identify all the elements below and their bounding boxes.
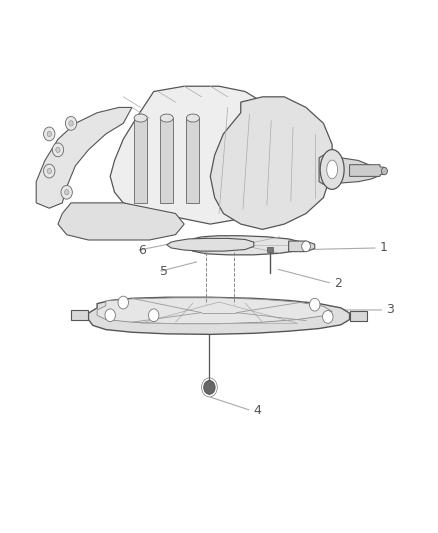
Text: 4: 4 — [254, 404, 261, 417]
Circle shape — [69, 120, 73, 126]
Text: 6: 6 — [138, 244, 146, 257]
Polygon shape — [267, 247, 273, 252]
Polygon shape — [160, 118, 173, 203]
Polygon shape — [134, 118, 147, 203]
Circle shape — [61, 185, 72, 199]
Text: 1: 1 — [380, 241, 388, 254]
Polygon shape — [210, 97, 332, 229]
Circle shape — [44, 164, 55, 178]
Circle shape — [105, 309, 116, 321]
Circle shape — [204, 381, 215, 394]
Circle shape — [148, 309, 159, 321]
Circle shape — [47, 168, 51, 174]
Polygon shape — [350, 165, 385, 176]
Ellipse shape — [186, 114, 199, 122]
Ellipse shape — [134, 114, 147, 122]
Circle shape — [302, 241, 311, 252]
Circle shape — [64, 190, 69, 195]
Text: 3: 3 — [387, 303, 395, 317]
Circle shape — [322, 311, 333, 323]
Polygon shape — [350, 311, 367, 320]
Circle shape — [44, 127, 55, 141]
Polygon shape — [36, 108, 132, 208]
Circle shape — [52, 143, 64, 157]
Ellipse shape — [327, 160, 338, 179]
Circle shape — [47, 131, 51, 136]
Polygon shape — [186, 118, 199, 203]
Circle shape — [56, 147, 60, 152]
Circle shape — [381, 167, 388, 175]
Text: 5: 5 — [160, 265, 168, 278]
Circle shape — [118, 296, 128, 309]
Circle shape — [65, 116, 77, 130]
Text: 2: 2 — [334, 277, 342, 290]
Polygon shape — [88, 297, 350, 334]
Ellipse shape — [160, 114, 173, 122]
Polygon shape — [97, 298, 332, 324]
Ellipse shape — [320, 150, 344, 189]
Polygon shape — [167, 238, 254, 251]
Polygon shape — [71, 310, 88, 319]
Circle shape — [310, 298, 320, 311]
Polygon shape — [319, 155, 380, 184]
Polygon shape — [58, 203, 184, 240]
Polygon shape — [289, 241, 315, 252]
Polygon shape — [110, 86, 297, 224]
Polygon shape — [188, 236, 306, 255]
